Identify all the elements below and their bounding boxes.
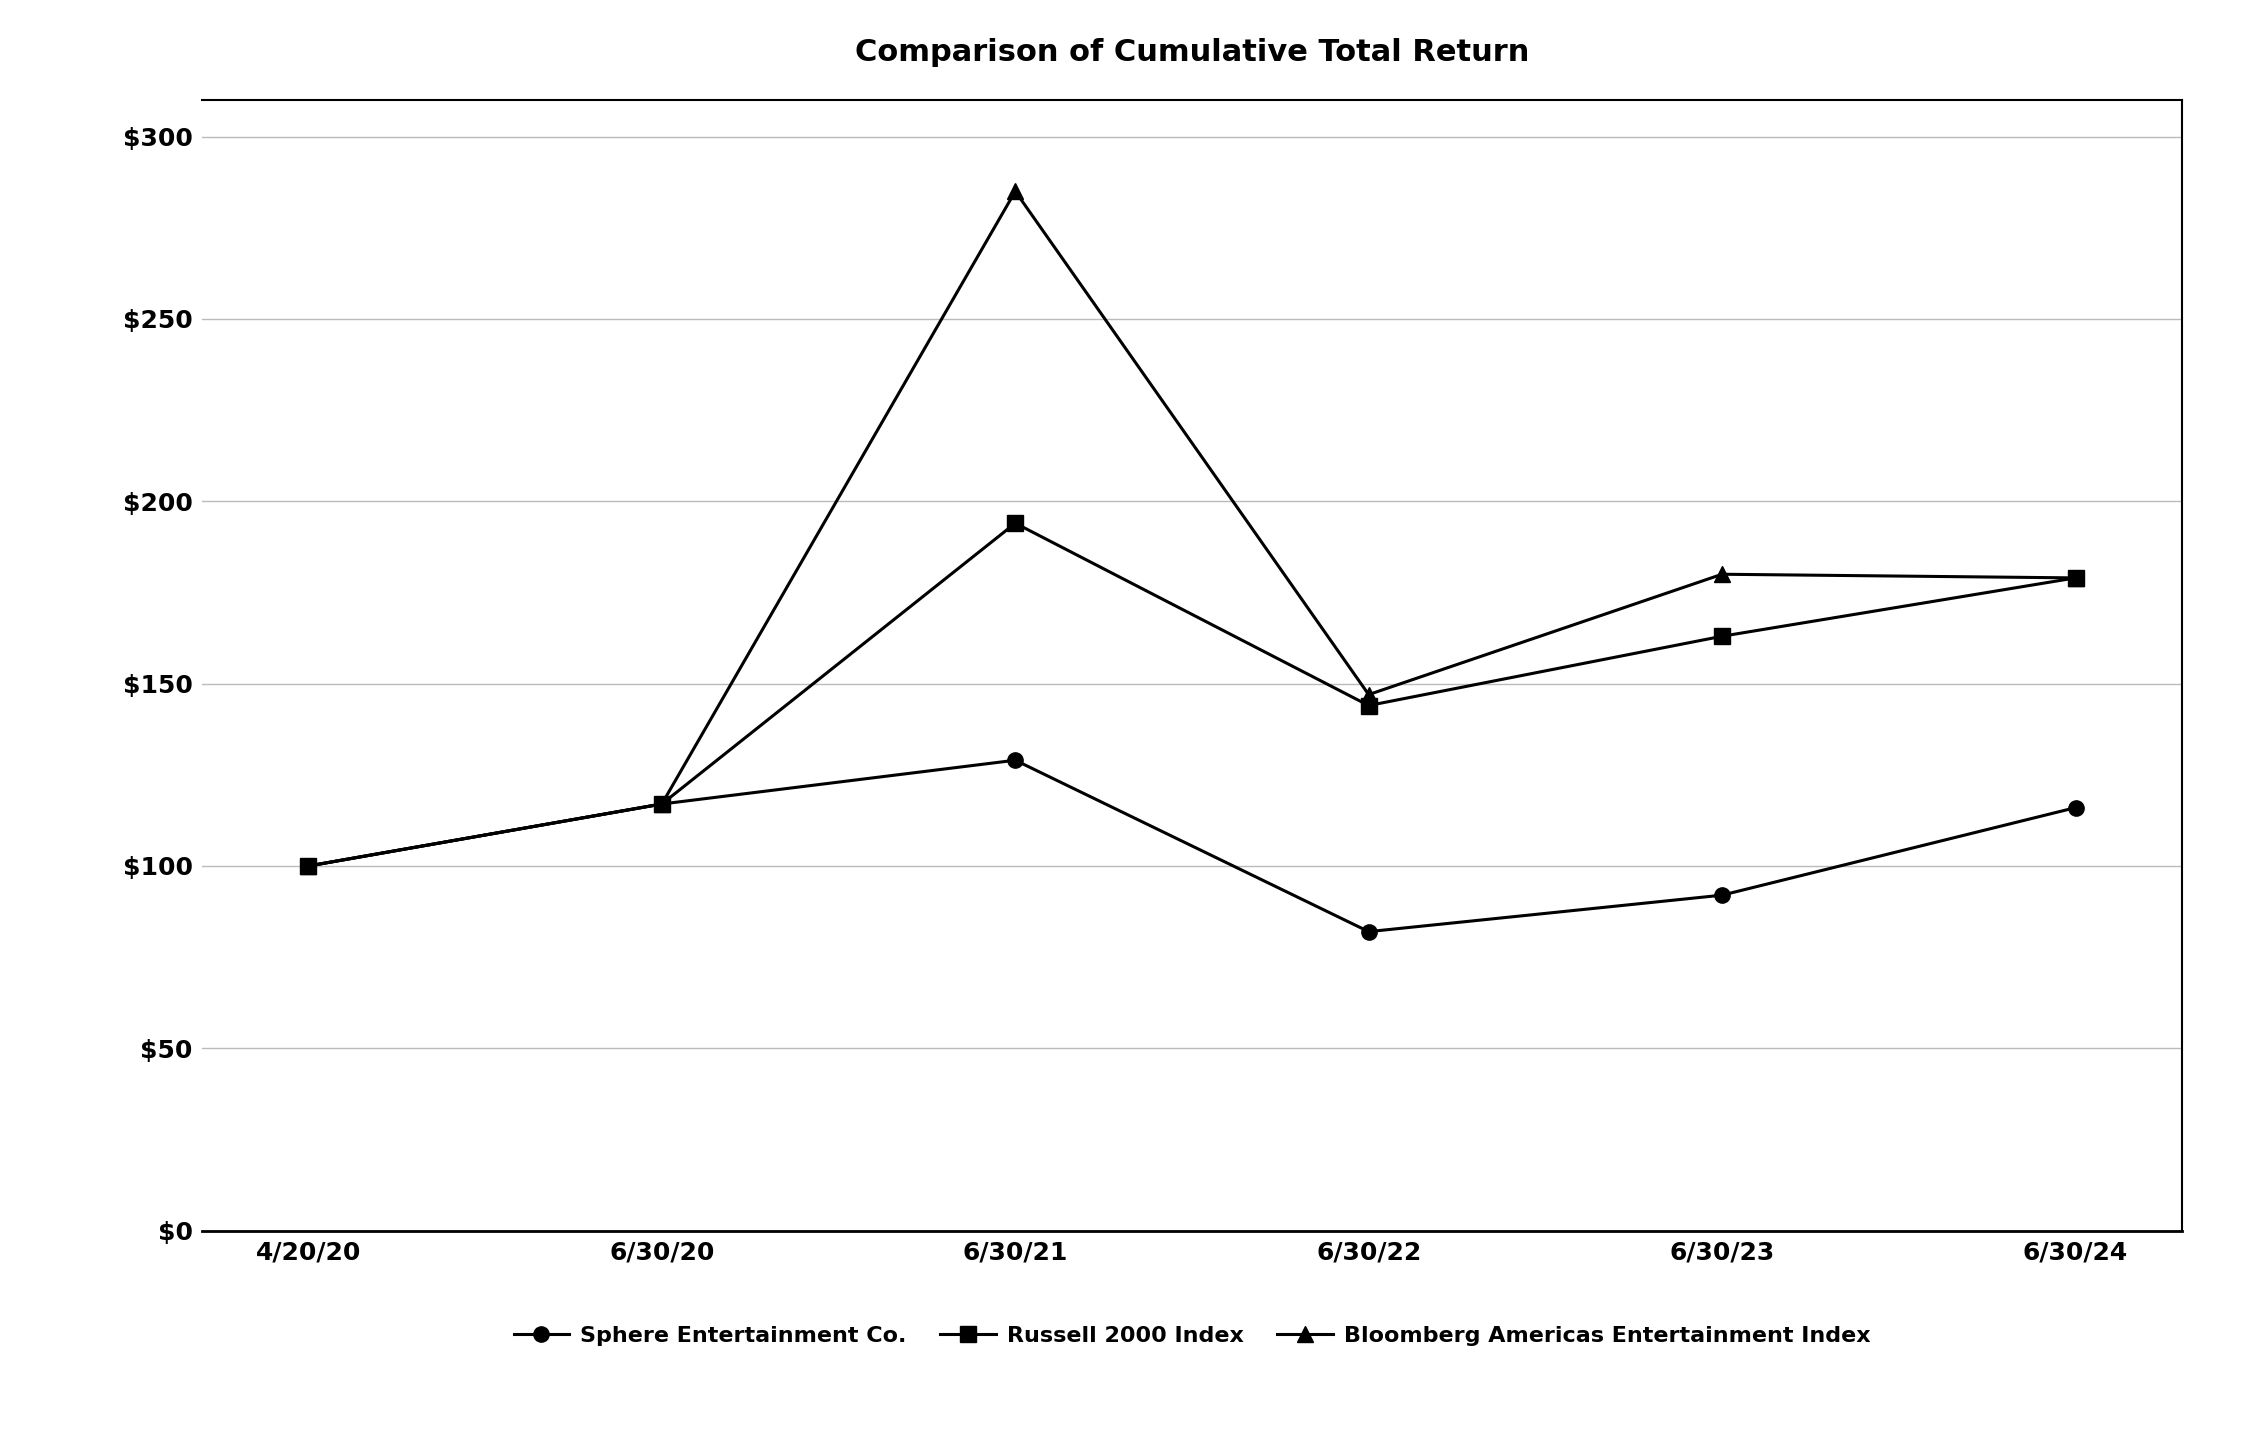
Legend: Sphere Entertainment Co., Russell 2000 Index, Bloomberg Americas Entertainment I: Sphere Entertainment Co., Russell 2000 I… [504, 1317, 1880, 1355]
Title: Comparison of Cumulative Total Return: Comparison of Cumulative Total Return [855, 39, 1529, 67]
